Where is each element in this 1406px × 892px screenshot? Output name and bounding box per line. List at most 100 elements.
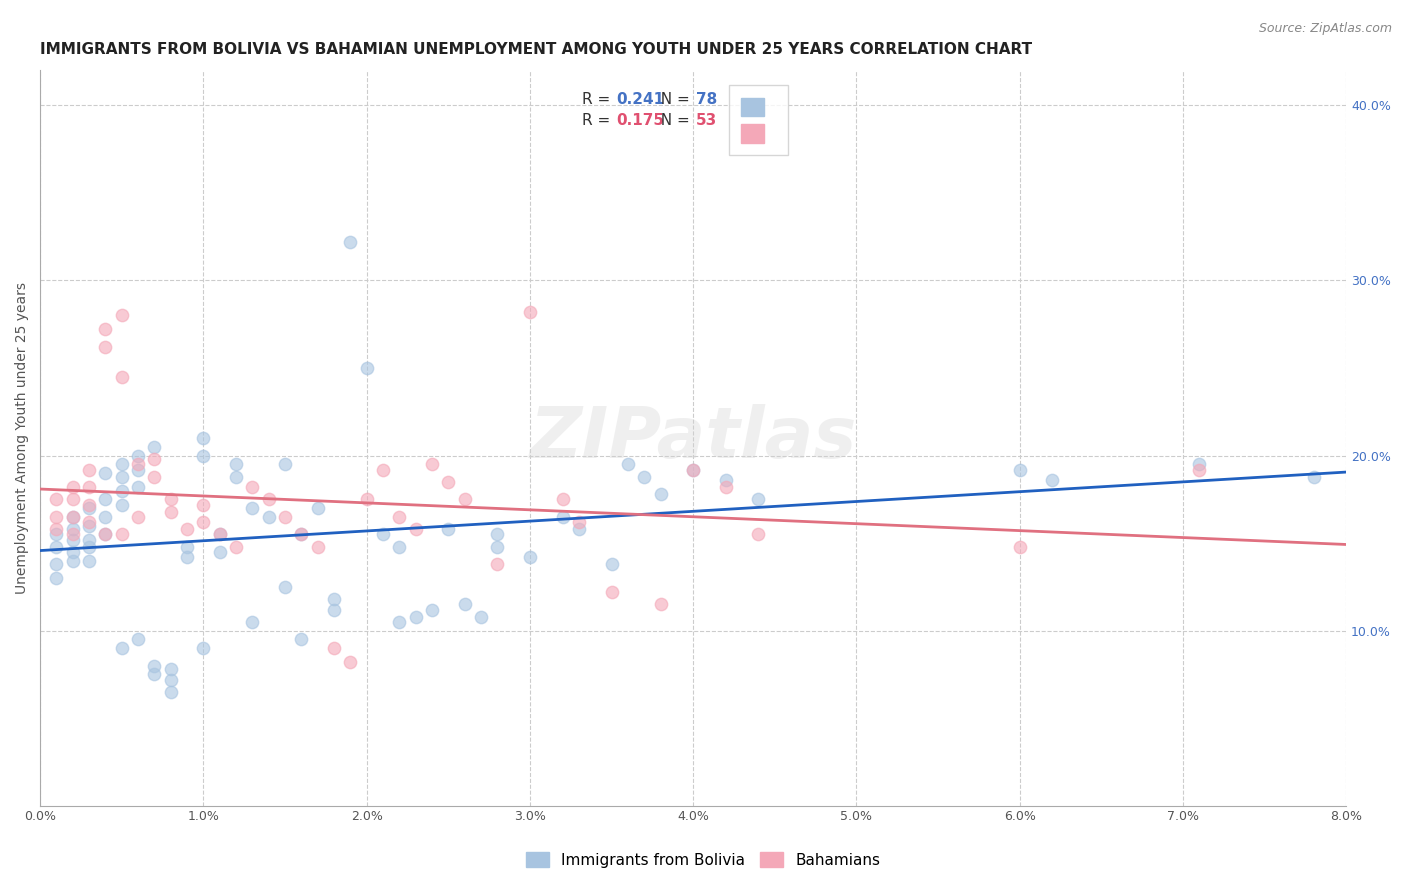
Point bbox=[240, 615, 263, 629]
Point bbox=[94, 340, 117, 354]
Point bbox=[633, 469, 655, 483]
Point bbox=[159, 685, 181, 699]
Legend: , : , bbox=[728, 86, 789, 155]
Point bbox=[159, 504, 181, 518]
Point bbox=[257, 509, 280, 524]
Point bbox=[193, 641, 215, 656]
Point bbox=[176, 540, 198, 554]
Point bbox=[127, 632, 149, 647]
Point bbox=[225, 540, 247, 554]
Point bbox=[437, 475, 460, 489]
Point bbox=[519, 305, 541, 319]
Point bbox=[274, 457, 297, 471]
Point bbox=[193, 515, 215, 529]
Point bbox=[714, 480, 737, 494]
Text: R =: R = bbox=[582, 92, 616, 107]
Point bbox=[159, 673, 181, 687]
Point bbox=[617, 457, 640, 471]
Point bbox=[388, 615, 411, 629]
Point bbox=[486, 557, 509, 571]
Point bbox=[339, 235, 361, 249]
Point bbox=[1008, 540, 1031, 554]
Text: 53: 53 bbox=[696, 113, 717, 128]
Point bbox=[45, 509, 67, 524]
Point bbox=[486, 527, 509, 541]
Text: Source: ZipAtlas.com: Source: ZipAtlas.com bbox=[1258, 22, 1392, 36]
Point bbox=[307, 501, 329, 516]
Point bbox=[274, 580, 297, 594]
Point bbox=[420, 602, 443, 616]
Point bbox=[94, 492, 117, 507]
Point bbox=[339, 655, 361, 669]
Point bbox=[77, 501, 100, 516]
Point bbox=[159, 662, 181, 676]
Text: 78: 78 bbox=[696, 92, 717, 107]
Point bbox=[77, 540, 100, 554]
Point bbox=[111, 457, 134, 471]
Point bbox=[45, 571, 67, 585]
Point bbox=[225, 457, 247, 471]
Point bbox=[568, 522, 591, 536]
Point bbox=[600, 557, 623, 571]
Text: 0.175: 0.175 bbox=[616, 113, 664, 128]
Point bbox=[127, 480, 149, 494]
Point bbox=[1302, 469, 1324, 483]
Point bbox=[193, 449, 215, 463]
Point bbox=[127, 457, 149, 471]
Legend: Immigrants from Bolivia, Bahamians: Immigrants from Bolivia, Bahamians bbox=[517, 844, 889, 875]
Point bbox=[257, 492, 280, 507]
Point bbox=[388, 509, 411, 524]
Y-axis label: Unemployment Among Youth under 25 years: Unemployment Among Youth under 25 years bbox=[15, 282, 30, 594]
Text: N =: N = bbox=[651, 92, 695, 107]
Point bbox=[77, 518, 100, 533]
Point bbox=[437, 522, 460, 536]
Point bbox=[240, 480, 263, 494]
Point bbox=[62, 492, 84, 507]
Point bbox=[143, 658, 166, 673]
Point bbox=[45, 557, 67, 571]
Point bbox=[208, 545, 231, 559]
Point bbox=[274, 509, 297, 524]
Point bbox=[519, 549, 541, 564]
Point bbox=[420, 457, 443, 471]
Point bbox=[356, 361, 378, 376]
Point bbox=[1188, 462, 1211, 476]
Point bbox=[45, 527, 67, 541]
Text: ZIPatlas: ZIPatlas bbox=[530, 403, 856, 473]
Point bbox=[747, 492, 769, 507]
Point bbox=[143, 452, 166, 467]
Point bbox=[747, 527, 769, 541]
Point bbox=[176, 549, 198, 564]
Point bbox=[551, 492, 574, 507]
Point bbox=[600, 585, 623, 599]
Point bbox=[62, 553, 84, 567]
Point bbox=[127, 449, 149, 463]
Point bbox=[62, 527, 84, 541]
Point bbox=[225, 469, 247, 483]
Point bbox=[45, 492, 67, 507]
Point bbox=[650, 487, 672, 501]
Point bbox=[111, 641, 134, 656]
Point bbox=[62, 509, 84, 524]
Point bbox=[45, 522, 67, 536]
Text: R =: R = bbox=[582, 113, 616, 128]
Point bbox=[62, 509, 84, 524]
Point bbox=[1188, 457, 1211, 471]
Point bbox=[193, 498, 215, 512]
Point bbox=[62, 545, 84, 559]
Point bbox=[240, 501, 263, 516]
Text: N =: N = bbox=[651, 113, 695, 128]
Point bbox=[208, 527, 231, 541]
Point bbox=[208, 527, 231, 541]
Point bbox=[62, 533, 84, 547]
Point bbox=[405, 609, 427, 624]
Point bbox=[94, 509, 117, 524]
Point bbox=[453, 597, 475, 611]
Point bbox=[290, 527, 312, 541]
Text: IMMIGRANTS FROM BOLIVIA VS BAHAMIAN UNEMPLOYMENT AMONG YOUTH UNDER 25 YEARS CORR: IMMIGRANTS FROM BOLIVIA VS BAHAMIAN UNEM… bbox=[41, 42, 1032, 57]
Point bbox=[94, 527, 117, 541]
Point bbox=[77, 462, 100, 476]
Point bbox=[176, 522, 198, 536]
Point bbox=[551, 509, 574, 524]
Point bbox=[323, 602, 346, 616]
